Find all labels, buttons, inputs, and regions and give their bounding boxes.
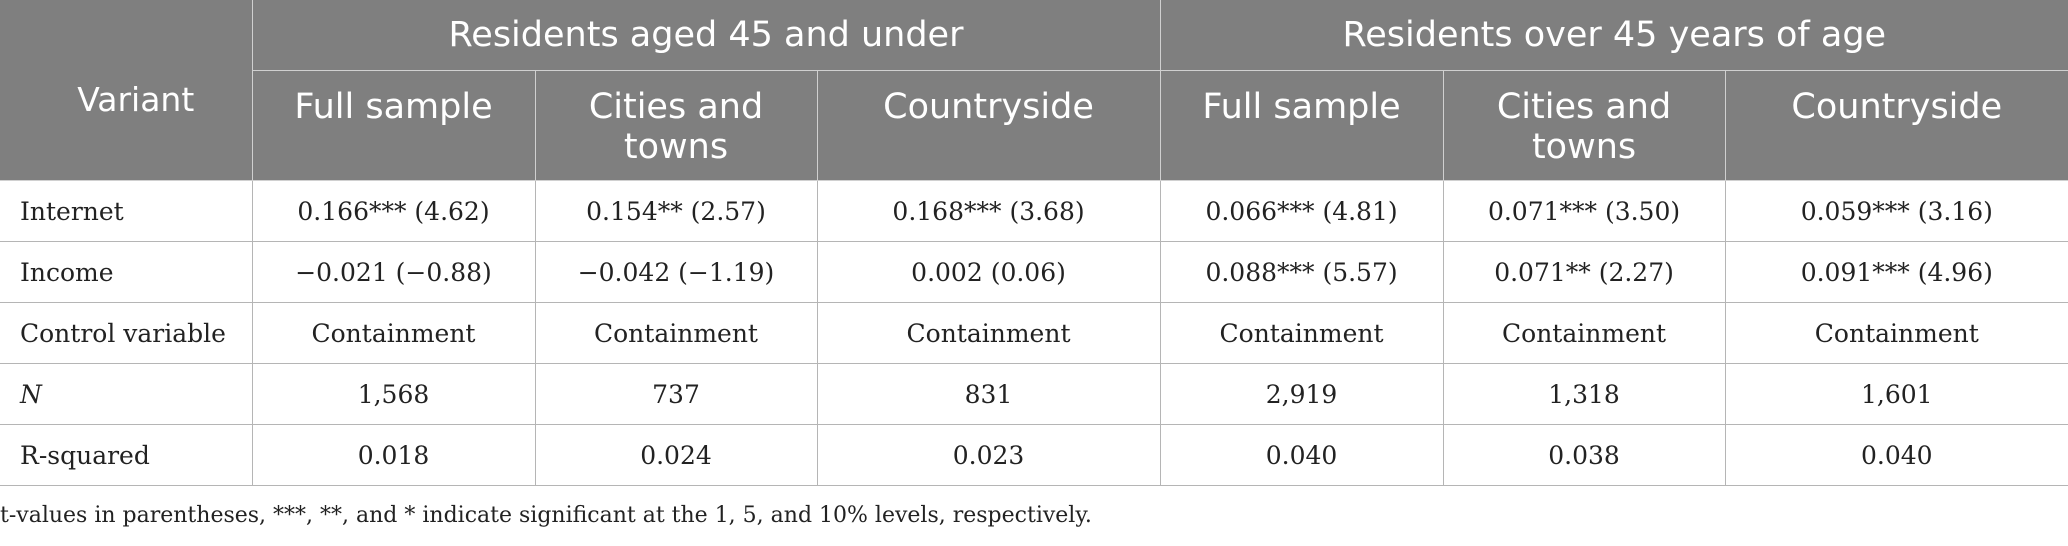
table-cell: 0.002 (0.06) (816, 241, 1161, 303)
table-cell: Containment (1724, 302, 2068, 364)
table-row: Income −0.021 (−0.88) −0.042 (−1.19) 0.002 … (0, 241, 2068, 303)
table-row: N 1,568 737 831 2,919 1,318 1,601 (0, 363, 2068, 425)
table-cell: 0.023 (816, 424, 1161, 486)
table-cell: 0.091*** (4.96) (1724, 241, 2068, 303)
table-cell: Containment (816, 302, 1161, 364)
table-cell: 1,601 (1724, 363, 2068, 425)
table-cell: 2,919 (1159, 363, 1444, 425)
subheader-full-sample: Full sample (251, 70, 535, 181)
table-cell: Containment (251, 302, 535, 364)
subheader-cities-towns: Cities and towns (534, 70, 817, 181)
subheader-cities-towns: Cities and towns (1442, 70, 1726, 181)
row-label: Control variable (0, 302, 252, 364)
table-cell: −0.021 (−0.88) (251, 241, 535, 303)
row-label: R-squared (0, 424, 252, 486)
table-cell: 0.071** (2.27) (1442, 241, 1726, 303)
row-label: Internet (0, 180, 252, 242)
table-cell: 0.154** (2.57) (534, 180, 817, 242)
table-cell: 0.166*** (4.62) (251, 180, 535, 242)
table-cell: Containment (1442, 302, 1726, 364)
table-footnote: t-values in parentheses, ***, **, and * … (0, 503, 1092, 528)
table-cell: 0.071*** (3.50) (1442, 180, 1726, 242)
subheader-countryside: Countryside (816, 70, 1161, 181)
table-row: Control variable Containment Containment Co… (0, 302, 2068, 364)
table-cell: Containment (1159, 302, 1444, 364)
table-cell: 0.040 (1724, 424, 2068, 486)
table-cell: Containment (534, 302, 817, 364)
table-cell: 0.018 (251, 424, 535, 486)
row-label: N (0, 363, 252, 425)
table-cell: 0.088*** (5.57) (1159, 241, 1444, 303)
table-cell: 0.168*** (3.68) (816, 180, 1161, 242)
subheader-countryside: Countryside (1724, 70, 2068, 181)
subheader-full-sample: Full sample (1159, 70, 1444, 181)
row-label: Income (0, 241, 252, 303)
table-cell: 831 (816, 363, 1161, 425)
table-cell: 0.059*** (3.16) (1724, 180, 2068, 242)
table-cell: 0.024 (534, 424, 817, 486)
table-cell: 0.066*** (4.81) (1159, 180, 1444, 242)
regression-table-container: Variant Residents aged 45 and under Resi… (0, 0, 2068, 486)
group-header-under-45: Residents aged 45 and under (251, 0, 1161, 71)
header-row-subgroups: Full sample Cities and towns Countryside… (0, 70, 2068, 181)
table-header: Variant Residents aged 45 and under Resi… (0, 0, 2068, 181)
table-cell: 1,568 (251, 363, 535, 425)
header-row-groups: Variant Residents aged 45 and under Resi… (0, 0, 2068, 181)
table-cell: 1,318 (1442, 363, 1726, 425)
table-cell: −0.042 (−1.19) (534, 241, 817, 303)
table-row: R-squared 0.018 0.024 0.023 0.040 0.038 0.040 (0, 424, 2068, 486)
table-cell: 0.040 (1159, 424, 1444, 486)
table-cell: 737 (534, 363, 817, 425)
table-body: Internet 0.166*** (4.62) 0.154** (2.57) 0.1… (0, 180, 2068, 486)
regression-table: Variant Residents aged 45 and under Resi… (0, 0, 2068, 486)
table-cell: 0.038 (1442, 424, 1726, 486)
corner-label: Variant (0, 0, 252, 181)
table-row: Internet 0.166*** (4.62) 0.154** (2.57) 0.1… (0, 180, 2068, 242)
group-header-over-45: Residents over 45 years of age (1159, 0, 2068, 71)
